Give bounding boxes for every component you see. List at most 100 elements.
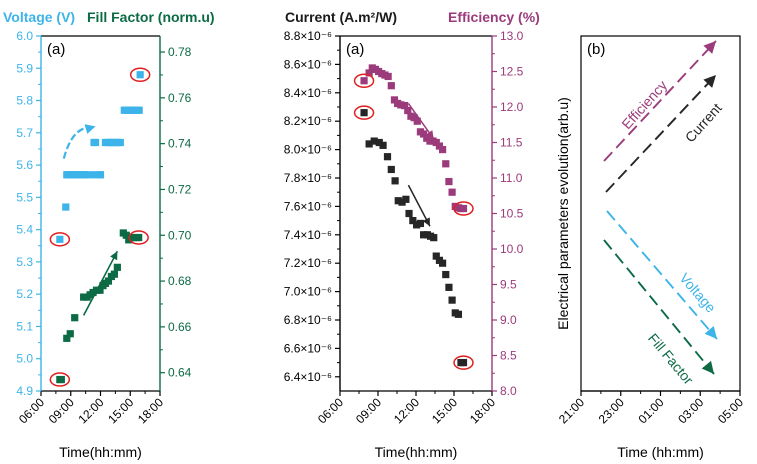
- data-point: [379, 141, 387, 149]
- x-tick-label: 15:00: [105, 395, 136, 426]
- data-point: [96, 286, 104, 294]
- right-y-tick-label: 0.72: [168, 182, 192, 196]
- left-y-tick-label: 8.0×10⁻⁶: [284, 143, 332, 157]
- data-point: [416, 219, 425, 228]
- trend-label-current: Current: [682, 100, 725, 145]
- x-tick-label: 05:00: [715, 395, 746, 426]
- right-y-tick-label: 8.0: [500, 384, 517, 398]
- highlight-circle: [49, 232, 71, 247]
- data-point: [394, 197, 402, 205]
- left-y-tick-label: 5.4: [16, 223, 33, 237]
- x-tick-label: 03:00: [675, 395, 706, 426]
- data-point: [122, 231, 130, 239]
- data-point: [71, 314, 79, 322]
- data-point: [116, 138, 124, 147]
- data-point: [402, 195, 410, 203]
- fill-factor-trend-arrow: [82, 250, 119, 316]
- x-tick-label: 09:00: [353, 395, 384, 426]
- left-y-tick-label: 6.0: [16, 29, 33, 43]
- left-y-tick-label: 7.4×10⁻⁶: [284, 228, 332, 242]
- highlight-circle: [49, 372, 71, 387]
- data-point: [56, 235, 64, 243]
- data-point: [445, 283, 453, 291]
- data-point: [370, 137, 378, 145]
- trend-label-efficiency: Efficiency: [618, 77, 670, 132]
- data-point: [454, 310, 463, 318]
- trend-arrow-head-voltage: [704, 325, 717, 339]
- right-y-tick-label: 10.0: [500, 242, 524, 256]
- x-axis-title: Time(hh:mm): [59, 444, 142, 460]
- x-tick-label: 12:00: [391, 395, 422, 426]
- x-tick-label: 15:00: [429, 395, 460, 426]
- data-point: [66, 330, 74, 338]
- left-y-tick-label: 7.0×10⁻⁶: [284, 285, 332, 299]
- x-axis-title: Time (hh:mm): [617, 444, 704, 460]
- data-point: [439, 146, 447, 154]
- highlight-circle: [353, 73, 375, 88]
- panel-3-parameter-trends: 21:00 23:00 01:00 03:00 05:00 Time (hh:mm) (b)…: [555, 35, 746, 460]
- data-point: [387, 82, 395, 90]
- right-y-tick-label: 11.5: [500, 136, 523, 150]
- trend-arrow-head-efficiency: [703, 41, 716, 54]
- data-point: [82, 171, 90, 179]
- left-y-tick-label: 5.9: [16, 61, 33, 75]
- data-point: [420, 231, 428, 239]
- left-y-tick-label: 8.8×10⁻⁶: [284, 29, 332, 43]
- data-point: [384, 72, 392, 81]
- highlight-circle: [129, 67, 151, 82]
- right-y-tick-label: 11.0: [500, 171, 523, 185]
- x-tick-label: 06:00: [315, 395, 346, 426]
- left-y-tick-label: 5.5: [16, 190, 33, 204]
- data-point: [135, 106, 143, 114]
- right-y-tick-label: 8.5: [500, 349, 517, 363]
- left-y-tick-label: 6.4×10⁻⁶: [284, 370, 332, 384]
- data-point: [135, 233, 143, 242]
- data-point: [442, 160, 450, 168]
- left-y-tick-label: 7.2×10⁻⁶: [284, 256, 332, 270]
- data-point: [375, 138, 383, 147]
- data-point: [404, 106, 412, 115]
- data-point: [413, 117, 421, 125]
- data-point: [360, 77, 368, 85]
- data-point: [409, 217, 417, 225]
- left-y-tick-label: 8.2×10⁻⁶: [284, 114, 332, 128]
- right-y-tick-label: 10.5: [500, 207, 524, 221]
- data-point: [383, 153, 392, 161]
- x-tick-label: 18:00: [467, 395, 498, 426]
- right-y-tick-label: 0.74: [168, 137, 192, 151]
- data-point: [113, 263, 121, 271]
- highlight-circle: [128, 230, 149, 245]
- efficiency-arrow-head: [425, 130, 434, 139]
- data-point: [445, 177, 453, 186]
- x-tick-label: 18:00: [135, 395, 166, 426]
- data-point: [432, 252, 440, 260]
- data-point: [88, 171, 97, 179]
- left-y-tick-label: 7.8×10⁻⁶: [284, 171, 332, 185]
- x-axis-title: Time(hh:mm): [375, 444, 458, 460]
- series-efficiency-: [353, 64, 474, 216]
- data-point: [57, 375, 65, 384]
- right-y-tick-label: 0.70: [168, 228, 192, 242]
- panel-label: (a): [346, 41, 364, 58]
- x-tick-label: 09:00: [46, 395, 77, 426]
- left-axis-header: Current (A.m²/W): [285, 9, 397, 25]
- left-y-tick-label: 5.2: [16, 287, 33, 301]
- voltage-trend-arrow: [62, 126, 90, 159]
- data-point: [63, 334, 71, 342]
- data-point: [91, 138, 100, 147]
- x-tick-label: 21:00: [556, 395, 587, 426]
- left-y-tick-label: 7.6×10⁻⁶: [284, 199, 332, 213]
- right-y-tick-label: 9.5: [500, 278, 517, 292]
- data-point: [360, 109, 368, 117]
- left-y-tick-label: 5.0: [16, 352, 33, 366]
- data-point: [420, 130, 428, 138]
- highlight-circle: [353, 105, 375, 120]
- left-y-tick-label: 5.8: [16, 94, 33, 108]
- voltage-arrow-head: [84, 124, 96, 134]
- data-point: [136, 71, 144, 79]
- data-point: [397, 101, 405, 109]
- right-y-tick-label: 9.0: [500, 313, 517, 327]
- trend-line-efficiency: [603, 40, 717, 162]
- left-y-tick-label: 6.8×10⁻⁶: [284, 313, 332, 327]
- y-axis-title: Electrical parameters evolution(arb.u): [555, 97, 571, 330]
